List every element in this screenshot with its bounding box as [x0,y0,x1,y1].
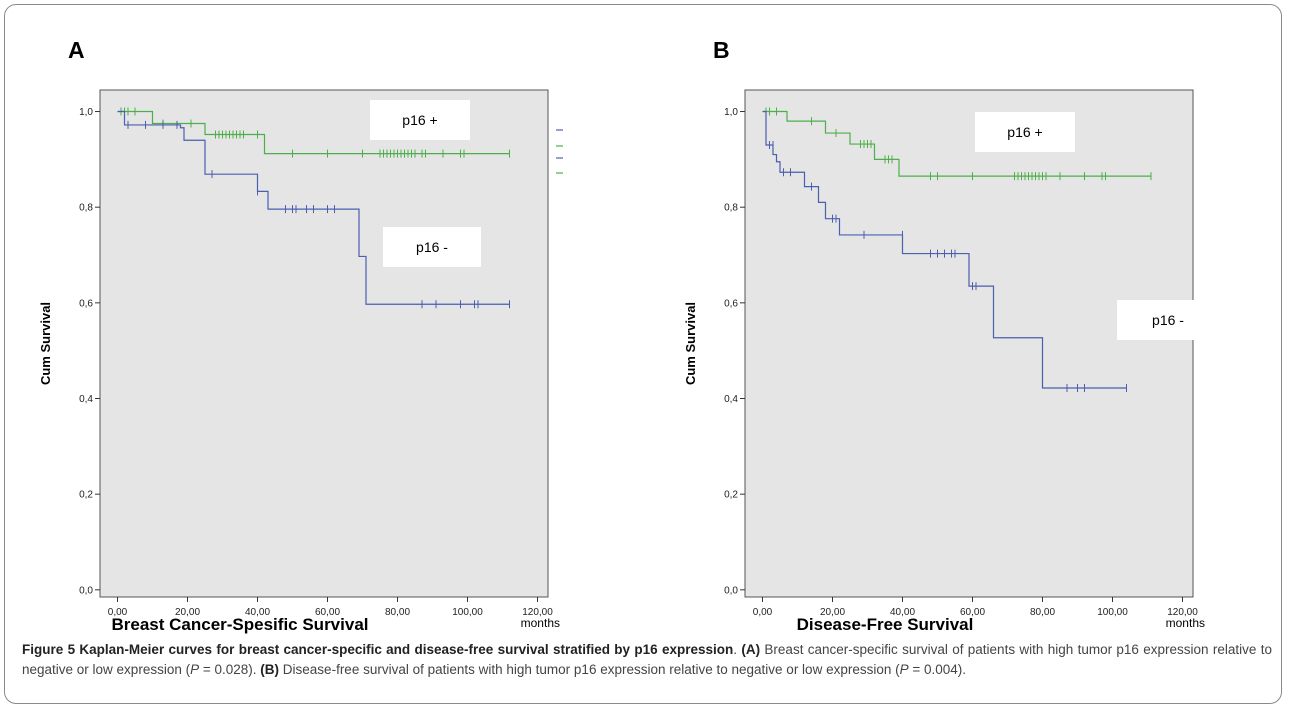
series-p16-negative [117,110,510,309]
plot-area [99,89,549,598]
y-tick-label: 0,2 [79,490,93,501]
series-label: p16 + [1007,124,1042,140]
caption-b-p-symbol: P [899,662,909,677]
x-tick-label: 0,00 [108,607,128,618]
x-axis-title: Breast Cancer-Spesific Survival [111,615,368,634]
panel-a-chart: A 0,0 0,2 0,4 0,6 0,8 1,0 0,00 20,00 40,00 60,00 80… [38,37,563,634]
y-tick-label: 0,6 [79,298,93,309]
series-label-box [383,227,481,267]
x-axis-title: Disease-Free Survival [797,615,974,634]
y-tick-label: 0,2 [724,490,738,501]
caption-title: Kaplan-Meier curves for breast cancer-sp… [79,642,734,657]
panel-b-chart: B 0,0 0,2 0,4 0,6 0,8 1,0 0,00 20,00 40,00 60,00 80… [683,37,1219,634]
x-tick-label: 100,00 [1097,607,1128,618]
panel-letter: B [713,37,730,63]
y-tick-label: 0,8 [79,203,93,214]
caption-figure-number: Figure 5 [22,642,76,657]
survival-curve [762,110,1127,389]
figure-frame [4,4,1282,704]
y-tick-label: 1,0 [79,107,93,118]
x-tick-label: 40,00 [245,607,270,618]
x-tick-label: 100,00 [452,607,483,618]
series-p16-positive [762,107,1152,181]
x-tick-label: 80,00 [1030,607,1055,618]
caption-b-pvalue: = 0.004). [908,662,967,677]
series-label-box [975,112,1075,152]
caption-a-label: (A) [741,642,761,657]
caption-b-label: (B) [260,662,280,677]
x-tick-label: 0,00 [753,607,773,618]
x-tick-label: 60,00 [315,607,340,618]
x-tick-label: 20,00 [175,607,200,618]
y-axis-title: Cum Survival [683,302,698,385]
x-tick-label: 120,00 [1167,607,1198,618]
figure-caption: Figure 5 Kaplan-Meier curves for breast … [22,642,1272,677]
series-p16-negative [762,110,1127,392]
x-tick-label: 80,00 [385,607,410,618]
plot-area [744,89,1194,598]
x-tick-label: 40,00 [890,607,915,618]
series-label-box [1117,300,1219,340]
series-label: p16 - [416,239,448,255]
y-tick-label: 0,0 [79,585,93,596]
y-tick-label: 0,8 [724,203,738,214]
y-tick-label: 0,6 [724,298,738,309]
survival-curve [117,110,510,305]
x-unit-label: months [521,616,560,630]
x-tick-label: 20,00 [820,607,845,618]
caption-b-text: Disease-free survival of patients with h… [282,662,900,677]
survival-curve [762,110,1151,177]
y-tick-label: 0,4 [79,394,93,405]
x-unit-label: months [1166,616,1205,630]
y-tick-label: 0,0 [724,585,738,596]
series-label-box [370,100,470,140]
y-tick-label: 1,0 [724,107,738,118]
y-axis-title: Cum Survival [38,302,53,385]
x-tick-label: 120,00 [522,607,553,618]
caption-a-pvalue: = 0.028). [199,662,261,677]
x-tick-label: 60,00 [960,607,985,618]
panel-letter: A [68,37,85,63]
series-p16-positive [117,107,510,158]
survival-curve [117,110,510,155]
y-tick-label: 0,4 [724,394,738,405]
caption-a-text: Breast cancer-specific survival of patie… [22,642,1272,677]
caption-a-p-symbol: P [190,662,200,677]
series-label: p16 + [402,112,437,128]
series-label: p16 - [1152,312,1184,328]
